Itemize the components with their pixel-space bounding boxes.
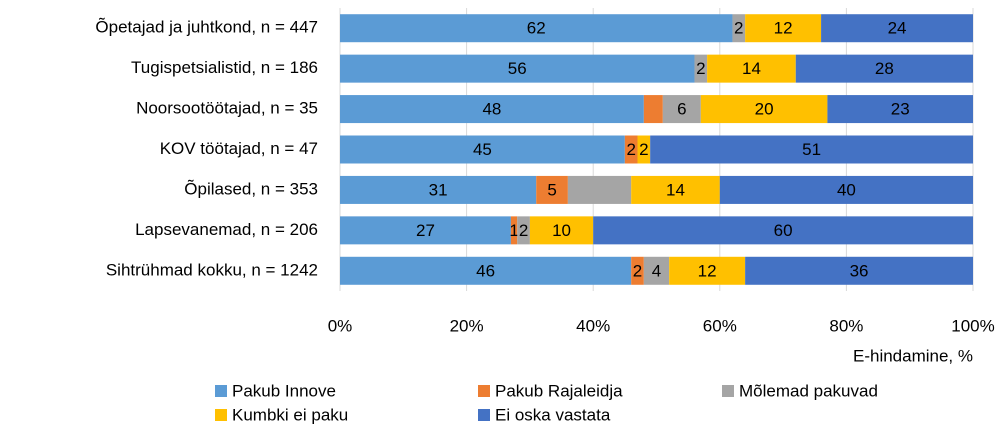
- bar-segment: [631, 175, 720, 204]
- data-label: 2: [633, 261, 642, 280]
- y-tick-label: Õpetajad ja juhtkond, n = 447: [95, 18, 318, 37]
- data-label: 2: [519, 221, 528, 240]
- data-label: 31: [429, 180, 448, 199]
- data-label: 46: [476, 261, 495, 280]
- legend-swatch: [215, 409, 227, 421]
- x-tick-label: 80%: [829, 316, 863, 335]
- bar-segment: [650, 135, 973, 164]
- bar-segment: [662, 95, 701, 124]
- y-tick-label: KOV töötajad, n = 47: [160, 139, 318, 158]
- x-axis-title: E-hindamine, %: [853, 346, 973, 365]
- x-tick-label: 40%: [576, 316, 610, 335]
- legend-swatch: [478, 409, 490, 421]
- y-tick-label: Õpilased, n = 353: [184, 179, 318, 198]
- bar-segment: [643, 256, 670, 285]
- data-label: 10: [552, 221, 571, 240]
- bar-segment: [631, 256, 644, 285]
- legend-swatch: [478, 385, 490, 397]
- bar-segment: [340, 14, 733, 43]
- bar-segment: [637, 135, 651, 164]
- data-label: 5: [547, 180, 556, 199]
- bar-segment: [340, 95, 644, 124]
- x-tick-label: 20%: [450, 316, 484, 335]
- bar-segment: [510, 216, 518, 245]
- data-label: 12: [698, 261, 717, 280]
- legend-swatch: [722, 385, 734, 397]
- legend-label: Mõlemad pakuvad: [739, 381, 878, 400]
- data-label: 36: [850, 261, 869, 280]
- bar-segment: [340, 175, 537, 204]
- data-label: 45: [473, 140, 492, 159]
- legend-label: Pakub Innove: [232, 381, 336, 400]
- legend-label: Pakub Rajaleidja: [495, 381, 623, 400]
- bar-segment: [745, 14, 822, 43]
- bar-segment: [593, 216, 973, 245]
- bar-segment: [821, 14, 973, 43]
- data-label: 60: [774, 221, 793, 240]
- bar-segment: [624, 135, 638, 164]
- data-label: 2: [734, 19, 743, 38]
- bar-segment: [795, 54, 973, 83]
- data-label: 23: [891, 100, 910, 119]
- data-label: 24: [888, 19, 907, 38]
- bar-segment: [340, 135, 625, 164]
- y-tick-label: Lapsevanemad, n = 206: [135, 220, 318, 239]
- bar-segment: [719, 175, 973, 204]
- data-label: 14: [666, 180, 685, 199]
- data-label: 12: [774, 19, 793, 38]
- bar-segment: [707, 54, 796, 83]
- x-tick-label: 100%: [951, 316, 994, 335]
- data-label: 2: [626, 140, 635, 159]
- data-label: 51: [802, 140, 821, 159]
- data-label: 4: [652, 261, 661, 280]
- data-label: 56: [508, 59, 527, 78]
- bar-segment: [732, 14, 746, 43]
- legend-label: Kumbki ei paku: [232, 405, 348, 424]
- bar-segment: [340, 216, 511, 245]
- data-label: 27: [416, 221, 435, 240]
- data-label: 1: [509, 221, 518, 240]
- bar-segment: [340, 256, 632, 285]
- data-label: 2: [639, 140, 648, 159]
- data-label: 6: [677, 100, 686, 119]
- bar-segment: [340, 54, 695, 83]
- data-label: 62: [527, 19, 546, 38]
- bar-segment: [567, 175, 632, 204]
- data-label: 14: [742, 59, 761, 78]
- data-label: 40: [837, 180, 856, 199]
- bar-segment: [694, 54, 708, 83]
- bar-segment: [669, 256, 746, 285]
- data-label: 48: [482, 100, 501, 119]
- legend-label: Ei oska vastata: [495, 405, 611, 424]
- data-label: 2: [696, 59, 705, 78]
- bar-segment: [700, 95, 828, 124]
- bar-segment: [827, 95, 973, 124]
- x-tick-label: 0%: [328, 316, 353, 335]
- legend-swatch: [215, 385, 227, 397]
- y-tick-label: Sihtrühmad kokku, n = 1242: [106, 260, 318, 279]
- y-tick-label: Tugispetsialistid, n = 186: [131, 58, 318, 77]
- bar-segment: [536, 175, 568, 204]
- data-label: 20: [755, 100, 774, 119]
- x-tick-label: 60%: [703, 316, 737, 335]
- bar-segment: [745, 256, 973, 285]
- bar-segment: [643, 95, 663, 124]
- y-tick-label: Noorsootöötajad, n = 35: [136, 99, 318, 118]
- bar-segment: [529, 216, 594, 245]
- data-label: 28: [875, 59, 894, 78]
- bar-segment: [517, 216, 530, 245]
